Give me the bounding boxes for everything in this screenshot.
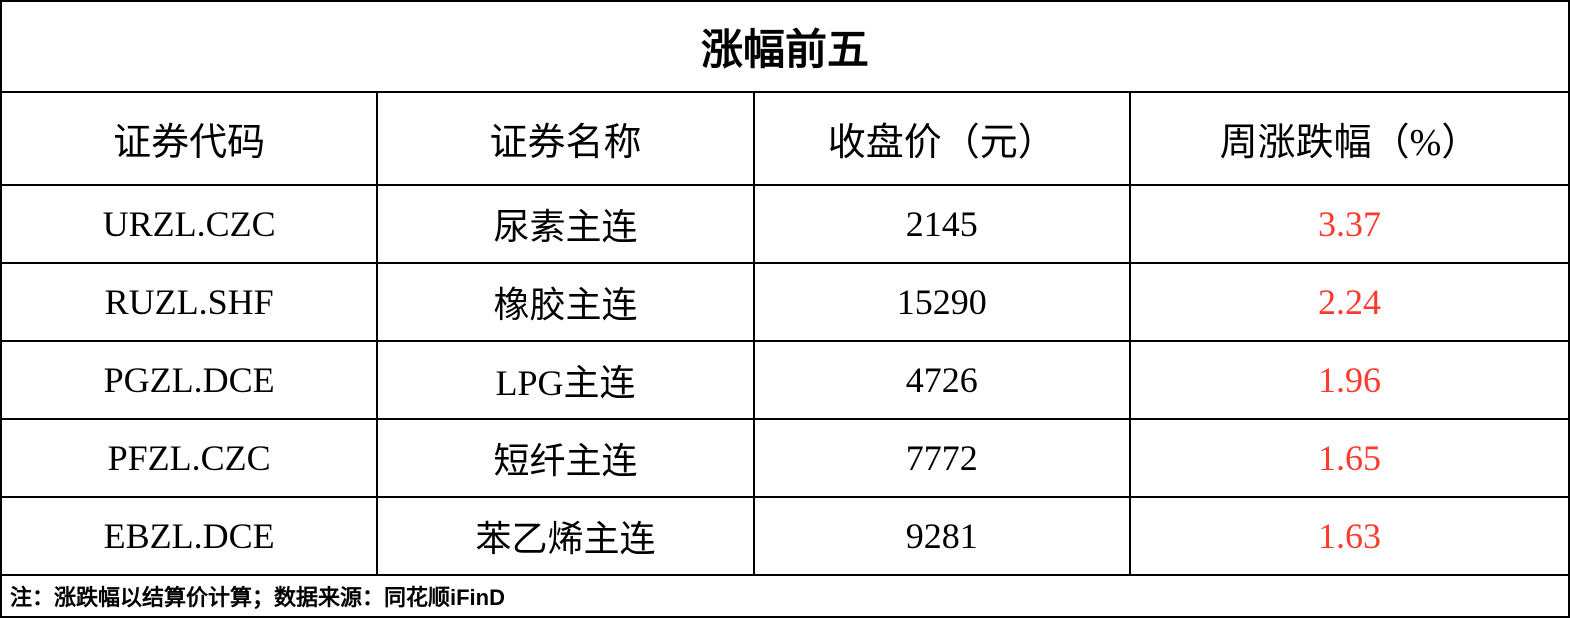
- cell-change: 1.63: [1130, 497, 1569, 575]
- cell-code: URZL.CZC: [1, 185, 377, 263]
- table-row: URZL.CZC 尿素主连 2145 3.37: [1, 185, 1569, 263]
- top-gainers-table: 涨幅前五 证券代码 证券名称 收盘价（元） 周涨跌幅（%） URZL.CZC 尿…: [0, 0, 1570, 618]
- col-header-code: 证券代码: [1, 92, 377, 185]
- cell-change: 1.96: [1130, 341, 1569, 419]
- top-gainers-table-container: 涨幅前五 证券代码 证券名称 收盘价（元） 周涨跌幅（%） URZL.CZC 尿…: [0, 0, 1570, 618]
- cell-code: RUZL.SHF: [1, 263, 377, 341]
- col-header-close: 收盘价（元）: [754, 92, 1130, 185]
- table-row: PGZL.DCE LPG主连 4726 1.96: [1, 341, 1569, 419]
- table-footer-row: 注：涨跌幅以结算价计算；数据来源：同花顺iFinD: [1, 575, 1569, 617]
- cell-code: PGZL.DCE: [1, 341, 377, 419]
- table-row: PFZL.CZC 短纤主连 7772 1.65: [1, 419, 1569, 497]
- table-header-row: 证券代码 证券名称 收盘价（元） 周涨跌幅（%）: [1, 92, 1569, 185]
- cell-change: 1.65: [1130, 419, 1569, 497]
- table-row: EBZL.DCE 苯乙烯主连 9281 1.63: [1, 497, 1569, 575]
- cell-change: 3.37: [1130, 185, 1569, 263]
- cell-close: 4726: [754, 341, 1130, 419]
- cell-close: 9281: [754, 497, 1130, 575]
- table-title: 涨幅前五: [1, 1, 1569, 92]
- cell-close: 7772: [754, 419, 1130, 497]
- cell-name: 苯乙烯主连: [377, 497, 753, 575]
- cell-code: PFZL.CZC: [1, 419, 377, 497]
- cell-name: LPG主连: [377, 341, 753, 419]
- table-row: RUZL.SHF 橡胶主连 15290 2.24: [1, 263, 1569, 341]
- cell-name: 尿素主连: [377, 185, 753, 263]
- cell-name: 短纤主连: [377, 419, 753, 497]
- cell-code: EBZL.DCE: [1, 497, 377, 575]
- table-title-row: 涨幅前五: [1, 1, 1569, 92]
- col-header-name: 证券名称: [377, 92, 753, 185]
- cell-close: 2145: [754, 185, 1130, 263]
- col-header-change: 周涨跌幅（%）: [1130, 92, 1569, 185]
- table-body: URZL.CZC 尿素主连 2145 3.37 RUZL.SHF 橡胶主连 15…: [1, 185, 1569, 617]
- table-footer-note: 注：涨跌幅以结算价计算；数据来源：同花顺iFinD: [1, 575, 1569, 617]
- cell-name: 橡胶主连: [377, 263, 753, 341]
- cell-change: 2.24: [1130, 263, 1569, 341]
- cell-close: 15290: [754, 263, 1130, 341]
